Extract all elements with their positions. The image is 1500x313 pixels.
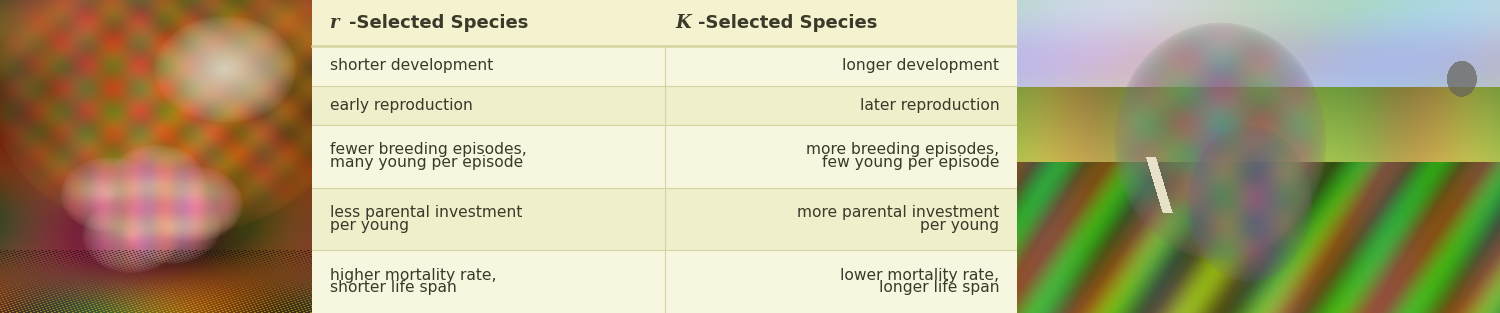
Bar <box>312 46 1017 85</box>
Text: r: r <box>330 14 339 32</box>
Bar <box>312 0 1017 46</box>
Text: -Selected Species: -Selected Species <box>350 14 528 32</box>
Text: early reproduction: early reproduction <box>330 98 472 113</box>
Text: more breeding episodes,: more breeding episodes, <box>807 142 999 157</box>
Text: shorter development: shorter development <box>330 59 494 74</box>
Bar <box>312 250 1017 313</box>
Text: less parental investment: less parental investment <box>330 205 522 220</box>
Text: longer life span: longer life span <box>879 280 999 295</box>
Text: per young: per young <box>921 218 999 233</box>
Text: shorter life span: shorter life span <box>330 280 456 295</box>
Text: few young per episode: few young per episode <box>822 155 999 170</box>
Text: later reproduction: later reproduction <box>859 98 999 113</box>
Text: lower mortality rate,: lower mortality rate, <box>840 268 999 283</box>
Text: K: K <box>675 14 690 32</box>
Text: many young per episode: many young per episode <box>330 155 524 170</box>
Text: fewer breeding episodes,: fewer breeding episodes, <box>330 142 526 157</box>
Text: -Selected Species: -Selected Species <box>699 14 877 32</box>
Bar <box>312 187 1017 250</box>
Text: per young: per young <box>330 218 408 233</box>
Text: longer development: longer development <box>843 59 999 74</box>
Bar <box>312 125 1017 187</box>
Text: more parental investment: more parental investment <box>796 205 999 220</box>
Bar <box>312 85 1017 125</box>
Text: higher mortality rate,: higher mortality rate, <box>330 268 496 283</box>
